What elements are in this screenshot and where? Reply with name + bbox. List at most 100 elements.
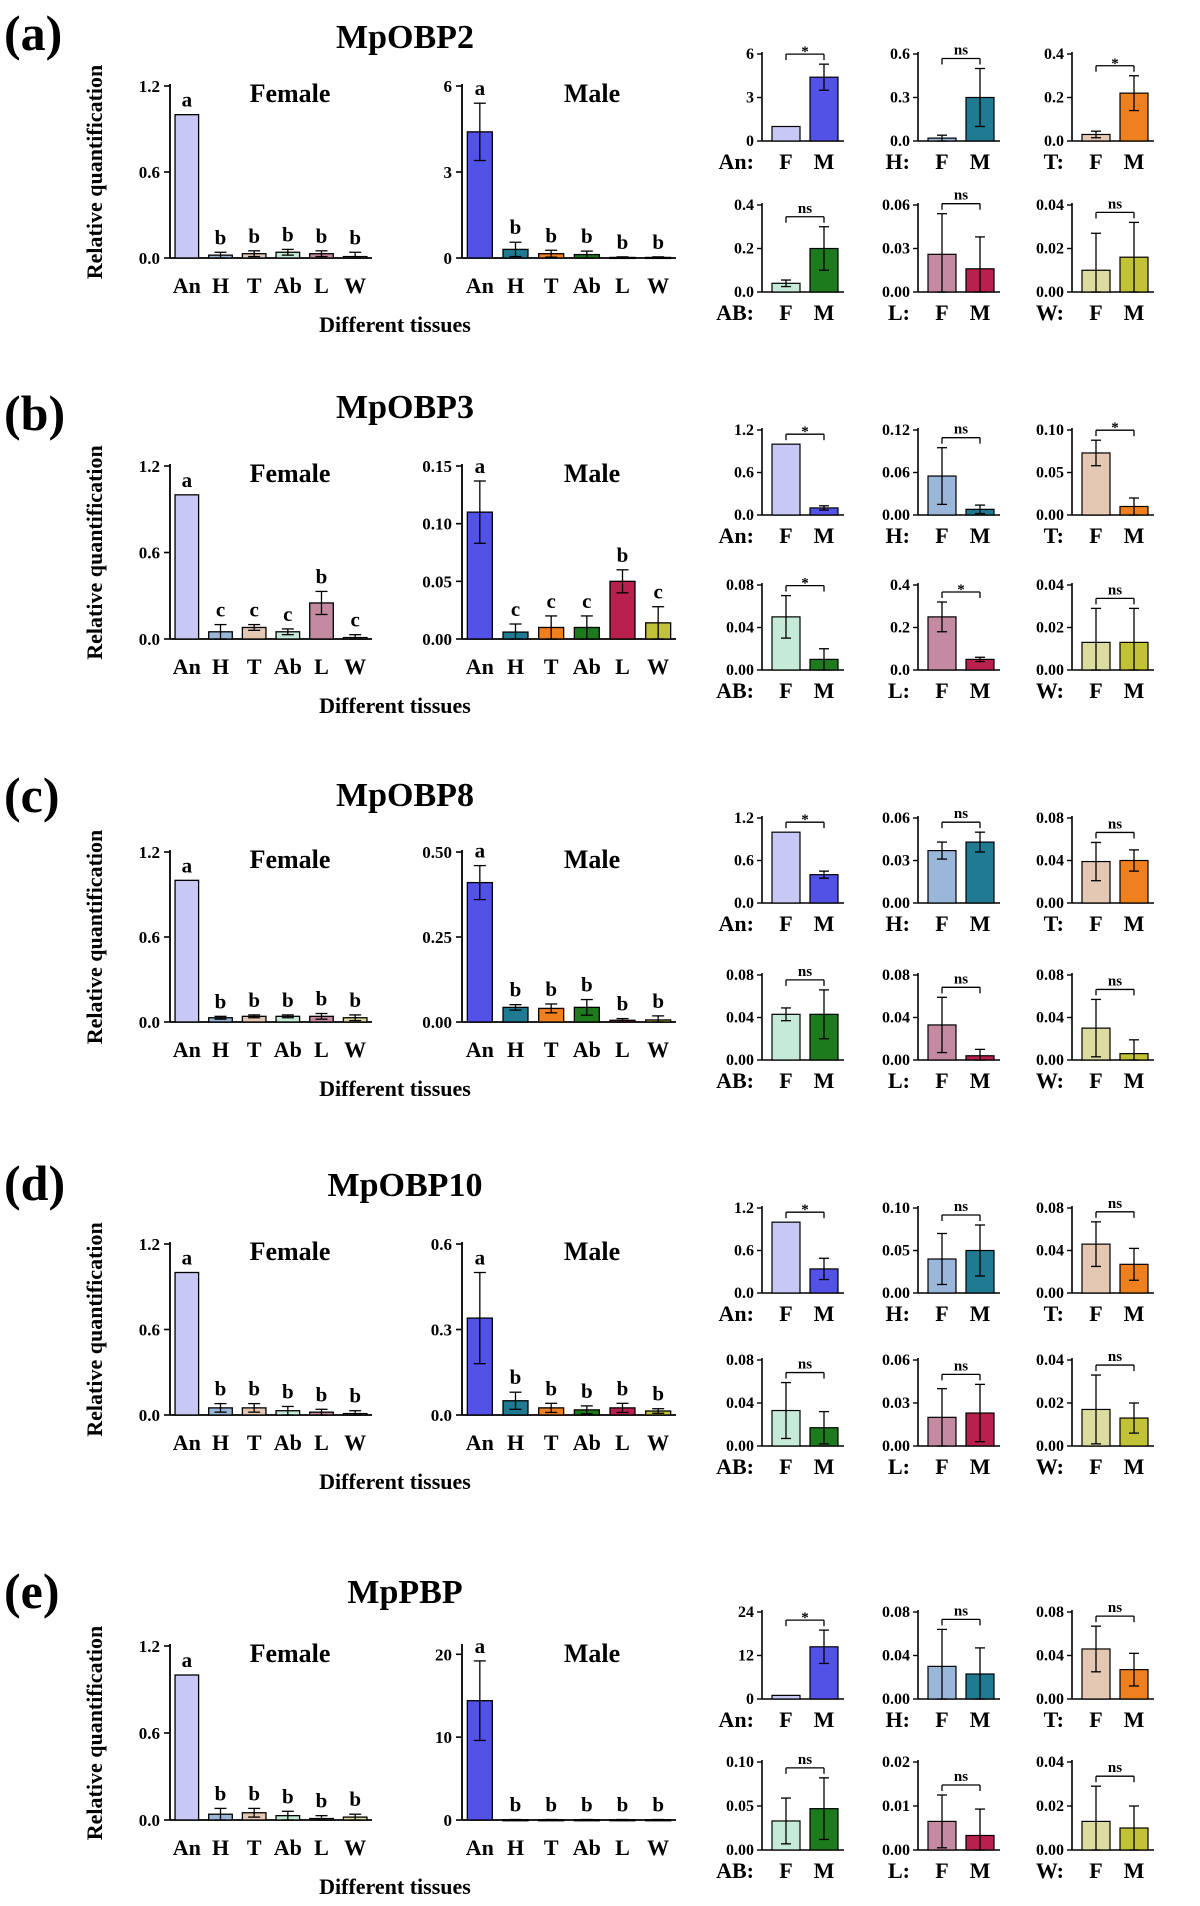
x-tick-label: H [507, 273, 524, 298]
tissue-label: An: [719, 523, 754, 548]
x-tick-label: W [344, 1037, 366, 1062]
significance-letter: c [250, 598, 259, 622]
x-tick-label: Ab [274, 654, 302, 679]
sex-label-f: F [779, 149, 792, 174]
tissue-label: An: [719, 1707, 754, 1732]
significance-letter: b [215, 989, 227, 1013]
sex-label-m: M [1124, 678, 1145, 703]
y-tick-label: 1.2 [139, 843, 160, 862]
x-tick-label: An [173, 654, 201, 679]
y-tick-label: 10 [435, 1728, 452, 1747]
sex-label-m: M [1124, 1068, 1145, 1093]
significance-label: * [1111, 420, 1119, 436]
significance-label: ns [954, 43, 968, 59]
y-tick-label: 0.04 [1036, 1243, 1064, 1260]
y-tick-label: 0.00 [1036, 662, 1064, 679]
y-tick-label: 0.00 [726, 1438, 754, 1455]
y-tick-label: 0.05 [1036, 465, 1064, 482]
significance-label: ns [798, 964, 812, 980]
y-tick-label: 0.2 [734, 241, 754, 258]
female-label: Female [250, 845, 331, 874]
significance-letter: b [316, 1789, 328, 1813]
comparison-W: 0.00 0.02 0.04 ns W: F M [1036, 1754, 1154, 1883]
y-tick-label: 0 [746, 1691, 754, 1708]
sex-label-f: F [1089, 1858, 1102, 1883]
bar-An [174, 1674, 200, 1821]
y-tick-label: 1.2 [734, 1200, 754, 1217]
y-tick-label: 0.00 [882, 1438, 910, 1455]
comparison-W: 0.00 0.02 0.04 ns W: F M [1036, 577, 1154, 703]
y-tick-label: 0.04 [1036, 853, 1064, 870]
x-tick-label: W [647, 1430, 669, 1455]
significance-label: ns [954, 188, 968, 204]
y-tick-label: 0.0 [431, 1406, 452, 1425]
y-tick-label: 0.08 [1036, 967, 1064, 984]
sex-label-m: M [1124, 149, 1145, 174]
tissue-label: H: [886, 1707, 910, 1732]
y-tick-label: 0.10 [1036, 422, 1064, 439]
tissue-label: An: [719, 911, 754, 936]
x-tick-label: An [173, 273, 201, 298]
y-tick-label: 0.03 [882, 1395, 910, 1412]
x-tick-label: W [647, 1037, 669, 1062]
comparison-T: 0.00 0.04 0.08 ns T: F M [1036, 1600, 1154, 1732]
tissue-label: H: [886, 149, 910, 174]
panel-letter: (e) [4, 1563, 60, 1619]
gene-title: MpPBP [347, 1574, 462, 1611]
sex-label-m: M [814, 1068, 835, 1093]
y-tick-label: 1.2 [139, 1637, 160, 1656]
comparison-Ab: 0.00 0.04 0.08 * AB: F M [716, 576, 844, 703]
tissue-label: AB: [716, 678, 754, 703]
panel-MpPBP: (e) MpPBP Relative quantification Different… [4, 1563, 1154, 1899]
y-tick-label: 0.08 [726, 1352, 754, 1369]
tissue-label: L: [888, 1454, 910, 1479]
significance-label: ns [1108, 196, 1122, 212]
sex-label-f: F [935, 1707, 948, 1732]
significance-label: ns [954, 806, 968, 822]
tissue-label: W: [1036, 1858, 1064, 1883]
y-tick-label: 24 [738, 1604, 754, 1621]
y-tick-label: 0.06 [882, 465, 910, 482]
significance-letter: a [475, 839, 486, 863]
significance-letter: b [248, 988, 260, 1012]
sex-label-m: M [970, 149, 991, 174]
x-tick-label: W [647, 654, 669, 679]
sex-label-f: F [779, 523, 792, 548]
significance-letter: a [475, 1634, 486, 1658]
x-tick-label: Ab [573, 273, 601, 298]
y-tick-label: 0.2 [1044, 90, 1064, 107]
y-tick-label: 0.00 [882, 1691, 910, 1708]
significance-letter: b [282, 988, 294, 1012]
significance-label: ns [1108, 1196, 1122, 1212]
sex-label-m: M [814, 1454, 835, 1479]
significance-letter: b [545, 223, 557, 247]
tissue-label: T: [1044, 911, 1064, 936]
y-tick-label: 0.6 [139, 544, 160, 563]
comparison-An: 0 3 6 * An: F M [719, 44, 844, 174]
x-tick-label: T [544, 273, 559, 298]
sex-label-m: M [1124, 300, 1145, 325]
y-tick-label: 0.00 [1036, 1691, 1064, 1708]
significance-letter: a [182, 468, 193, 492]
y-tick-label: 0.00 [422, 630, 452, 649]
male-label: Male [564, 1639, 620, 1668]
y-tick-label: 6 [444, 77, 453, 96]
y-axis-title: Relative quantification [82, 1222, 107, 1437]
tissue-label: AB: [716, 300, 754, 325]
y-tick-label: 0.04 [882, 1010, 910, 1027]
significance-letter: b [316, 987, 328, 1011]
y-tick-label: 0.02 [882, 1754, 910, 1771]
y-tick-label: 0.00 [882, 1052, 910, 1069]
significance-letter: b [581, 1793, 593, 1817]
gene-title: MpOBP3 [336, 389, 474, 426]
x-axis-title: Different tissues [319, 693, 471, 718]
sex-label-m: M [970, 1707, 991, 1732]
x-tick-label: L [314, 273, 329, 298]
male-label: Male [564, 845, 620, 874]
y-tick-label: 0.00 [1036, 284, 1064, 301]
y-tick-label: 0.06 [882, 810, 910, 827]
tissue-label: L: [888, 1858, 910, 1883]
